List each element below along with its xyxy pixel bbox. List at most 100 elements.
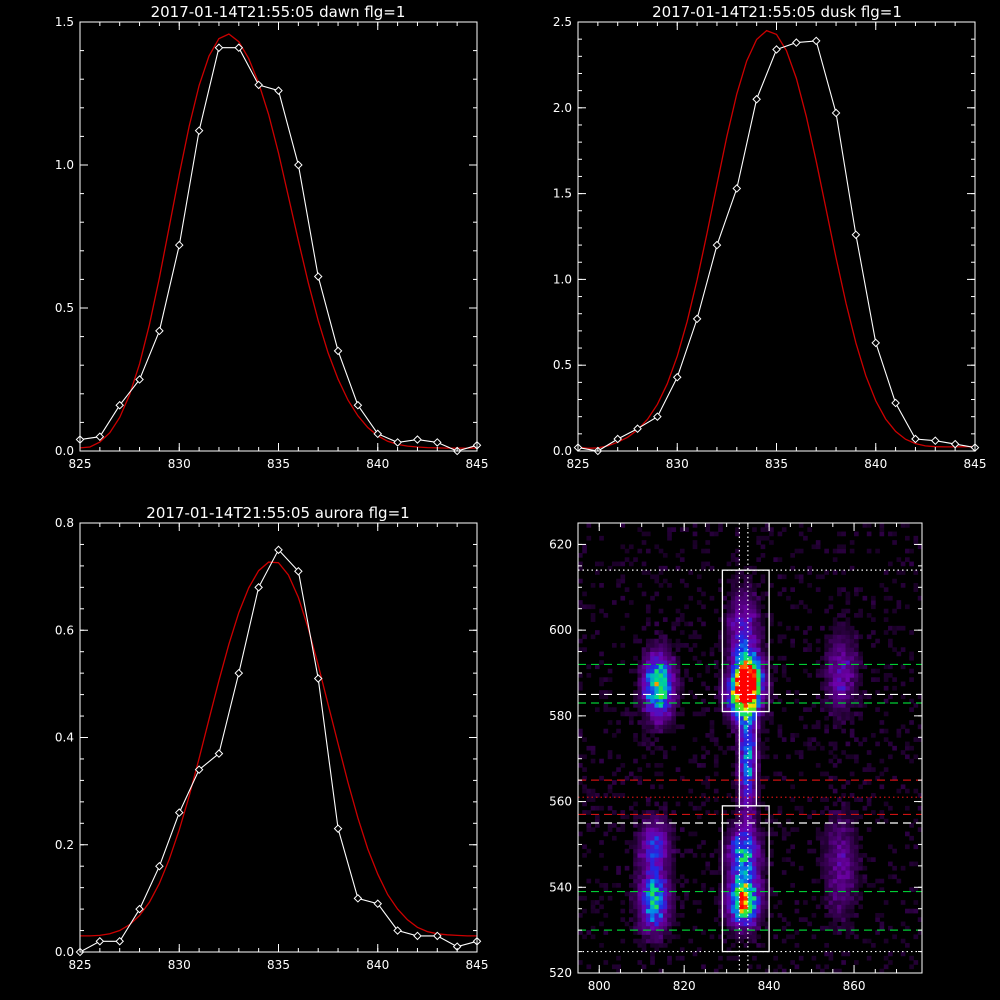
- heatmap-cell: [662, 913, 668, 918]
- heatmap-cell: [641, 848, 647, 854]
- heatmap-cell: [854, 874, 859, 880]
- y-tick-label: 0.4: [55, 731, 74, 745]
- heatmap-cell: [769, 531, 774, 537]
- heatmap-cell: [743, 891, 749, 897]
- heatmap-cell: [671, 861, 677, 867]
- heatmap-cell: [662, 553, 668, 558]
- heatmap-cell: [752, 763, 757, 768]
- heatmap-cell: [743, 865, 749, 871]
- heatmap-cell: [692, 711, 698, 717]
- heatmap-cell: [671, 673, 677, 678]
- heatmap-cell: [909, 561, 914, 567]
- heatmap-cell: [637, 703, 643, 708]
- y-tick-label: 0.5: [55, 301, 74, 315]
- heatmap-cell: [828, 840, 834, 845]
- heatmap-cell: [752, 570, 757, 575]
- heatmap-cell: [650, 651, 655, 657]
- heatmap-cell: [718, 698, 723, 704]
- heatmap-cell: [892, 745, 897, 751]
- heatmap-cell: [633, 733, 638, 738]
- heatmap-cell: [641, 720, 647, 725]
- heatmap-cell: [883, 685, 889, 691]
- heatmap-cell: [832, 874, 838, 880]
- heatmap-cell: [888, 741, 893, 747]
- heatmap-cell: [633, 668, 638, 674]
- heatmap-cell: [828, 685, 834, 691]
- heatmap-cell: [633, 900, 638, 905]
- heatmap-cell: [896, 733, 902, 738]
- heatmap-cell: [837, 655, 842, 661]
- heatmap-cell: [667, 861, 672, 867]
- heatmap-cell: [675, 565, 681, 571]
- heatmap-cell: [684, 668, 689, 674]
- heatmap-cell: [722, 711, 728, 717]
- heatmap-cell: [811, 878, 817, 884]
- heatmap-cell: [832, 668, 838, 674]
- heatmap-cell: [713, 643, 719, 648]
- heatmap-cell: [641, 874, 647, 880]
- data-point: [155, 326, 164, 336]
- heatmap-cell: [845, 685, 851, 691]
- heatmap-cell: [752, 668, 757, 674]
- heatmap-cell: [735, 763, 740, 768]
- heatmap-cell: [854, 835, 859, 841]
- heatmap-cell: [909, 720, 914, 725]
- heatmap-cell: [718, 921, 723, 927]
- heatmap-cell: [620, 810, 626, 815]
- heatmap-cell: [645, 677, 651, 682]
- heatmap-cell: [828, 955, 834, 961]
- heatmap-cell: [743, 913, 749, 918]
- heatmap-cell: [667, 638, 672, 644]
- heatmap-cell: [824, 878, 829, 884]
- heatmap-cell: [735, 831, 740, 837]
- heatmap-cell: [747, 741, 753, 747]
- heatmap-cell: [616, 720, 621, 725]
- heatmap-cell: [896, 604, 902, 610]
- heatmap-cell: [845, 617, 851, 622]
- heatmap-cell: [900, 724, 906, 730]
- heatmap-cell: [730, 630, 736, 635]
- heatmap-cell: [841, 861, 846, 867]
- heatmap-cell: [752, 587, 757, 592]
- heatmap-cell: [607, 754, 613, 760]
- heatmap-cell: [769, 848, 774, 854]
- heatmap-cell: [658, 681, 664, 687]
- heatmap-cell: [709, 595, 715, 601]
- heatmap-cell: [764, 535, 770, 541]
- heatmap-cell: [675, 934, 681, 940]
- heatmap-cell: [594, 823, 600, 828]
- heatmap-cell: [671, 668, 677, 674]
- heatmap-cell: [743, 818, 749, 824]
- heatmap-cell: [603, 728, 609, 734]
- heatmap-cell: [701, 887, 706, 892]
- heatmap-cell: [832, 703, 838, 708]
- heatmap-cell: [582, 908, 587, 914]
- heatmap-cell: [743, 660, 749, 665]
- heatmap-cell: [586, 848, 592, 854]
- heatmap-cell: [650, 698, 655, 704]
- heatmap-cell: [743, 737, 749, 742]
- heatmap-cell: [781, 668, 787, 674]
- heatmap-cell: [888, 625, 893, 631]
- heatmap-cell: [645, 861, 651, 867]
- heatmap-cell: [913, 703, 919, 708]
- heatmap-cell: [654, 638, 660, 644]
- heatmap-cell: [773, 754, 779, 760]
- heatmap-cell: [726, 681, 732, 687]
- heatmap-cell: [815, 540, 821, 545]
- heatmap-cell: [854, 758, 859, 764]
- heatmap-cell: [815, 763, 821, 768]
- heatmap-cell: [667, 724, 672, 730]
- heatmap-cell: [590, 745, 596, 751]
- heatmap-cell: [692, 951, 698, 957]
- heatmap-cell: [730, 844, 736, 850]
- heatmap-cell: [722, 660, 728, 665]
- heatmap-cell: [824, 870, 829, 875]
- heatmap-cell: [854, 960, 859, 965]
- heatmap-cell: [599, 943, 604, 948]
- heatmap-cell: [845, 848, 851, 854]
- heatmap-cell: [641, 827, 647, 832]
- heatmap-cell: [743, 943, 749, 948]
- heatmap-cell: [747, 638, 753, 644]
- heatmap-cell: [628, 720, 634, 725]
